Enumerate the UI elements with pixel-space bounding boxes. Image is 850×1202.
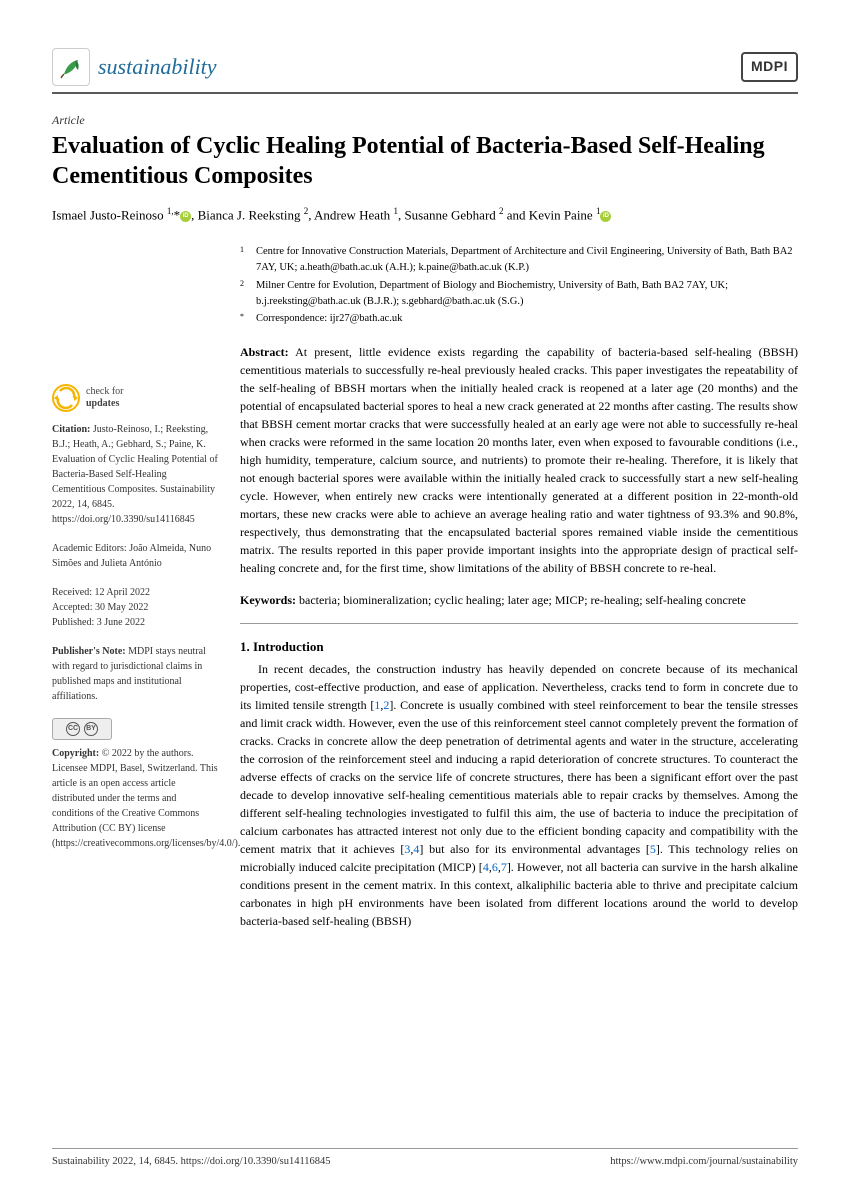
article-type: Article <box>52 112 798 129</box>
received-date: Received: 12 April 2022 <box>52 585 220 600</box>
footer-left: Sustainability 2022, 14, 6845. https://d… <box>52 1155 331 1170</box>
check-line2: updates <box>86 398 123 410</box>
citation-block: Citation: Justo-Reinoso, I.; Reeksting, … <box>52 422 220 527</box>
copyright-label: Copyright: <box>52 748 99 759</box>
sidebar: check for updates Citation: Justo-Reinos… <box>52 244 220 930</box>
journal-leaf-icon <box>52 48 90 86</box>
citation-label: Citation: <box>52 424 90 435</box>
accepted-date: Accepted: 30 May 2022 <box>52 600 220 615</box>
abstract-text: At present, little evidence exists regar… <box>240 345 798 575</box>
copyright-text: © 2022 by the authors. Licensee MDPI, Ba… <box>52 748 240 849</box>
affiliation-row: 2Milner Centre for Evolution, Department… <box>240 278 798 310</box>
keywords: Keywords: bacteria; biomineralization; c… <box>240 591 798 624</box>
check-updates-icon <box>52 384 80 412</box>
journal-brand: sustainability <box>52 48 217 86</box>
editors-label: Academic Editors: <box>52 543 127 554</box>
keywords-label: Keywords: <box>240 593 296 607</box>
cc-by-badge-icon[interactable]: CC BY <box>52 718 112 740</box>
author-list: Ismael Justo-Reinoso 1,*, Bianca J. Reek… <box>52 205 798 225</box>
pubnote-label: Publisher's Note: <box>52 646 126 657</box>
affiliation-row: *Correspondence: ijr27@bath.ac.uk <box>240 311 798 327</box>
publisher-note-block: Publisher's Note: MDPI stays neutral wit… <box>52 644 220 704</box>
dates-block: Received: 12 April 2022 Accepted: 30 May… <box>52 585 220 630</box>
abstract-label: Abstract: <box>240 345 289 359</box>
section-heading: 1. Introduction <box>240 638 798 656</box>
keywords-text: bacteria; biomineralization; cyclic heal… <box>299 593 746 607</box>
license-block: CC BY Copyright: © 2022 by the authors. … <box>52 718 220 851</box>
abstract: Abstract: At present, little evidence ex… <box>240 343 798 577</box>
published-date: Published: 3 June 2022 <box>52 615 220 630</box>
footer-right[interactable]: https://www.mdpi.com/journal/sustainabil… <box>610 1155 798 1170</box>
journal-name: sustainability <box>98 52 217 83</box>
affiliation-row: 1Centre for Innovative Construction Mate… <box>240 244 798 276</box>
article-title: Evaluation of Cyclic Healing Potential o… <box>52 131 798 191</box>
editors-block: Academic Editors: João Almeida, Nuno Sim… <box>52 541 220 571</box>
publisher-logo[interactable]: MDPI <box>741 52 798 82</box>
affiliations: 1Centre for Innovative Construction Mate… <box>240 244 798 327</box>
main-column: 1Centre for Innovative Construction Mate… <box>240 244 798 930</box>
journal-header: sustainability MDPI <box>52 48 798 94</box>
check-for-updates[interactable]: check for updates <box>52 384 220 412</box>
page-footer: Sustainability 2022, 14, 6845. https://d… <box>52 1148 798 1170</box>
citation-text: Justo-Reinoso, I.; Reeksting, B.J.; Heat… <box>52 424 218 525</box>
check-line1: check for <box>86 386 123 398</box>
introduction-paragraph: In recent decades, the construction indu… <box>240 660 798 930</box>
